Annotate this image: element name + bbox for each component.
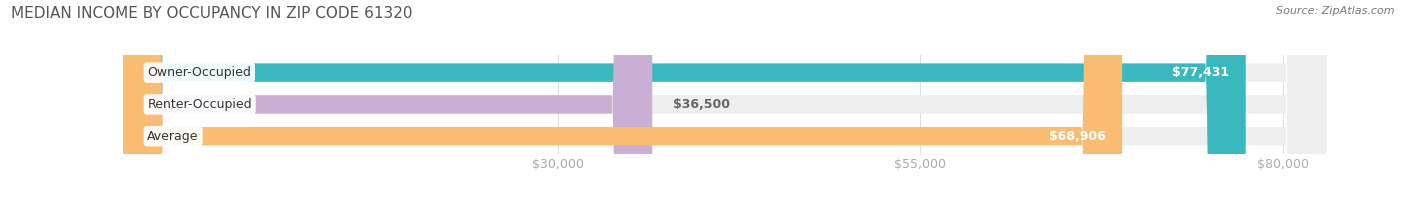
FancyBboxPatch shape [124, 0, 1246, 197]
Text: Average: Average [148, 130, 198, 143]
FancyBboxPatch shape [124, 0, 1326, 197]
Text: $77,431: $77,431 [1173, 66, 1229, 79]
FancyBboxPatch shape [124, 0, 1326, 197]
Text: $36,500: $36,500 [672, 98, 730, 111]
Text: $68,906: $68,906 [1049, 130, 1107, 143]
FancyBboxPatch shape [124, 0, 1122, 197]
FancyBboxPatch shape [124, 0, 652, 197]
FancyBboxPatch shape [124, 0, 1326, 197]
Text: Owner-Occupied: Owner-Occupied [148, 66, 252, 79]
Text: Renter-Occupied: Renter-Occupied [148, 98, 252, 111]
Text: Source: ZipAtlas.com: Source: ZipAtlas.com [1277, 6, 1395, 16]
Text: MEDIAN INCOME BY OCCUPANCY IN ZIP CODE 61320: MEDIAN INCOME BY OCCUPANCY IN ZIP CODE 6… [11, 6, 413, 21]
